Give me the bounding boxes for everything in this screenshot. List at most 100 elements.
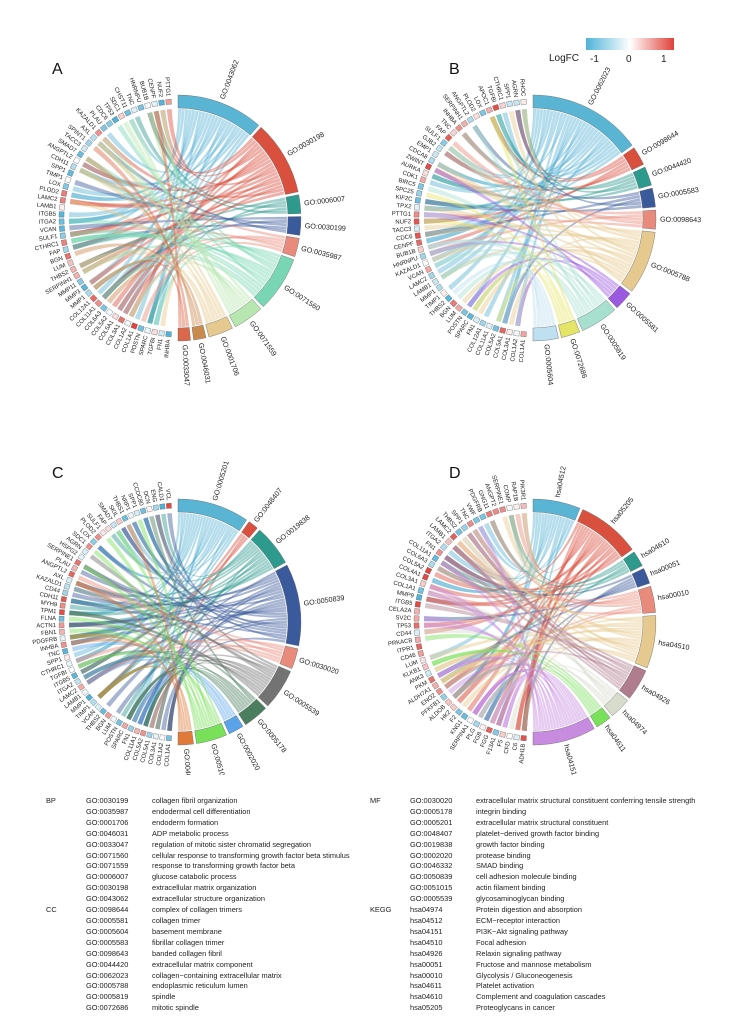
gene-box xyxy=(58,622,65,629)
gene-box xyxy=(449,299,458,308)
gene-box xyxy=(165,735,172,741)
gene-box xyxy=(455,304,463,312)
chord-ribbon xyxy=(434,167,610,298)
term-row: GO:0001706 endoderm formation xyxy=(46,818,376,829)
gene-box xyxy=(59,609,65,615)
gene-box xyxy=(414,232,421,239)
chord-ribbon xyxy=(472,670,563,728)
chord-ribbon xyxy=(101,236,285,300)
chord-ribbon xyxy=(143,516,207,727)
chord-ribbon xyxy=(452,663,588,718)
gene-box xyxy=(99,528,107,537)
category-cell xyxy=(46,992,86,1003)
gene-box xyxy=(424,162,433,171)
term-arc xyxy=(205,316,233,338)
chord-ribbon xyxy=(424,205,629,274)
gene-box xyxy=(66,259,75,267)
term-id-cell: GO:0098643 xyxy=(86,948,129,958)
term-row: GO:0046332 SMAD binding xyxy=(370,861,745,872)
panel-letter: C xyxy=(52,465,64,482)
term-label: GO:0005178 xyxy=(256,717,289,755)
gene-box xyxy=(137,104,145,112)
term-row: GO:0002020 protease binding xyxy=(370,851,745,862)
term-description-cell: integrin binding xyxy=(476,806,527,816)
term-row: hsa04510 Focal adhesion xyxy=(370,938,745,949)
chord-ribbon xyxy=(147,112,235,313)
chord-ribbon xyxy=(70,566,274,608)
gene-box xyxy=(94,299,103,308)
chord-ribbon xyxy=(452,545,626,683)
term-arc xyxy=(607,285,631,309)
gene-label: PIK3R1 xyxy=(518,480,526,502)
gene-box xyxy=(159,503,166,510)
gene-box xyxy=(105,119,114,128)
gene-label: SPP1 xyxy=(502,83,511,100)
chord-ribbon xyxy=(167,584,282,731)
chord-ribbon xyxy=(444,555,621,591)
gene-box xyxy=(72,271,81,280)
gene-box xyxy=(417,650,425,658)
gene-box xyxy=(60,641,67,649)
chord-ribbon xyxy=(429,121,587,194)
term-label: hsa04611 xyxy=(603,723,628,754)
chord-ribbon xyxy=(70,127,241,202)
chord-ribbon xyxy=(515,272,541,327)
chords xyxy=(69,109,287,327)
gene-label: CD44 xyxy=(44,585,61,595)
term-arc xyxy=(177,327,191,342)
term-id-cell: GO:0005539 xyxy=(410,894,453,904)
gene-box xyxy=(59,232,66,239)
gene-box xyxy=(115,517,123,526)
gene-box xyxy=(419,176,427,184)
term-arc xyxy=(238,698,266,726)
chord-ribbon xyxy=(461,536,642,622)
logfc-legend: LogFC -1 0 1 xyxy=(549,38,674,65)
chords xyxy=(424,109,642,327)
chord-ribbon xyxy=(143,517,221,572)
chord-ribbon xyxy=(97,657,264,699)
chord-ribbon xyxy=(75,640,282,664)
gene-box xyxy=(59,602,66,609)
term-description-cell: growth factor binding xyxy=(476,839,545,849)
chord-ribbon xyxy=(77,575,282,658)
chord-ribbon xyxy=(70,606,287,646)
chord-ribbon xyxy=(521,513,638,655)
gene-box xyxy=(100,124,108,132)
term-description-cell: extracellular matrix component xyxy=(152,959,253,969)
legend-color-bar xyxy=(586,38,674,50)
term-description-cell: spindle xyxy=(152,992,176,1002)
chord-ribbon xyxy=(424,212,642,228)
term-label: GO:0001706 xyxy=(219,335,242,377)
chord-ribbon xyxy=(69,564,272,616)
term-id-cell: hsa04610 xyxy=(410,992,443,1002)
term-description-cell: fibrillar collagen trimer xyxy=(152,937,225,947)
chord-ribbon xyxy=(70,598,287,638)
gene-box xyxy=(127,725,135,733)
gene-box xyxy=(151,100,158,108)
term-label: GO:0019838 xyxy=(274,513,312,546)
gene-box xyxy=(85,542,93,551)
gene-label: CDK1 xyxy=(401,170,419,181)
gene-label: ITPR1 xyxy=(397,645,416,655)
chord-ribbon xyxy=(70,233,268,283)
gene-box xyxy=(64,252,72,260)
gene-label: VCAN xyxy=(40,227,57,234)
gene-box xyxy=(111,312,120,321)
term-id-cell: hsa04926 xyxy=(410,948,443,958)
chord-ribbon xyxy=(434,167,642,215)
term-arc xyxy=(279,645,299,669)
gene-label: FGG xyxy=(480,734,491,749)
gene-box xyxy=(89,537,98,546)
gene-box xyxy=(94,703,102,711)
gene-box xyxy=(144,102,152,109)
gene-box xyxy=(435,144,444,153)
gene-box xyxy=(472,720,481,728)
term-id-cell: GO:0005583 xyxy=(86,937,129,947)
category-cell xyxy=(370,872,410,883)
chord-ribbon xyxy=(89,554,273,679)
gene-label: VCL xyxy=(164,489,171,502)
gene-box xyxy=(415,643,423,651)
gene-box xyxy=(89,133,98,142)
chord-ribbon xyxy=(515,513,641,605)
chord-ribbon xyxy=(434,642,636,673)
